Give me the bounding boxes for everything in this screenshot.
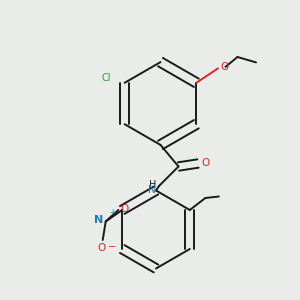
Text: N: N <box>94 215 103 225</box>
Text: O: O <box>97 243 105 253</box>
Text: O: O <box>121 204 129 214</box>
Text: Cl: Cl <box>102 73 111 83</box>
Text: O: O <box>220 62 229 73</box>
Text: H: H <box>148 179 156 190</box>
Text: O: O <box>201 158 209 169</box>
Text: −: − <box>108 242 116 252</box>
Text: +: + <box>109 208 115 217</box>
Text: N: N <box>148 184 156 195</box>
